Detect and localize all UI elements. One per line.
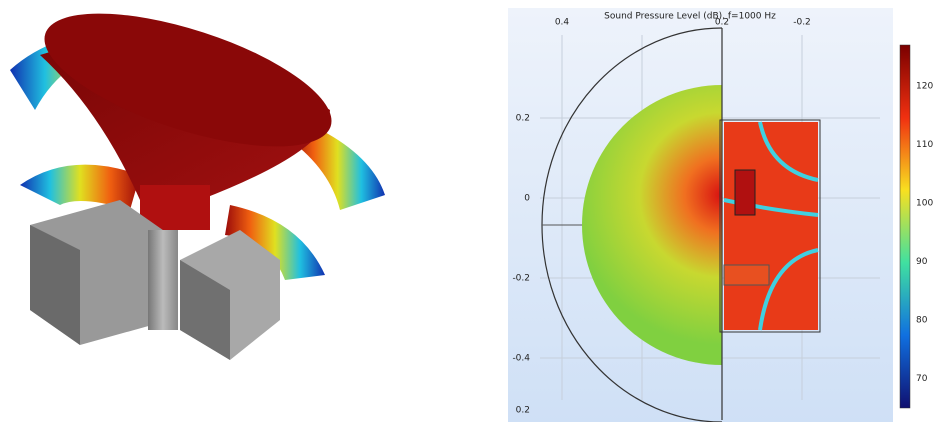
sound-pressure-plot: Sound Pressure Level (dB), f=1000 Hz — [508, 8, 911, 422]
speaker-render — [10, 13, 385, 360]
colorbar-tick-label: 100 — [916, 199, 933, 209]
colorbar-tick-label: 80 — [916, 316, 928, 326]
colorbar-tick-label: 120 — [916, 82, 933, 92]
left-tick-label: -0.2 — [512, 274, 530, 284]
left-tick-label: -0.4 — [512, 354, 530, 364]
plot-title: Sound Pressure Level (dB), f=1000 Hz — [604, 12, 776, 22]
left-tick-label: 0 — [524, 194, 530, 204]
top-tick-label: 0.2 — [715, 18, 729, 28]
left-tick-label: 0.2 — [516, 406, 530, 416]
top-tick-label: -0.2 — [793, 18, 811, 28]
colorbar-tick-label: 110 — [916, 140, 933, 150]
colorbar-tick-label: 90 — [916, 257, 928, 267]
top-tick-label: 0.4 — [555, 18, 570, 28]
colorbar — [899, 44, 911, 409]
left-tick-label: 0.2 — [516, 114, 530, 124]
colorbar-tick-label: 70 — [916, 374, 928, 384]
